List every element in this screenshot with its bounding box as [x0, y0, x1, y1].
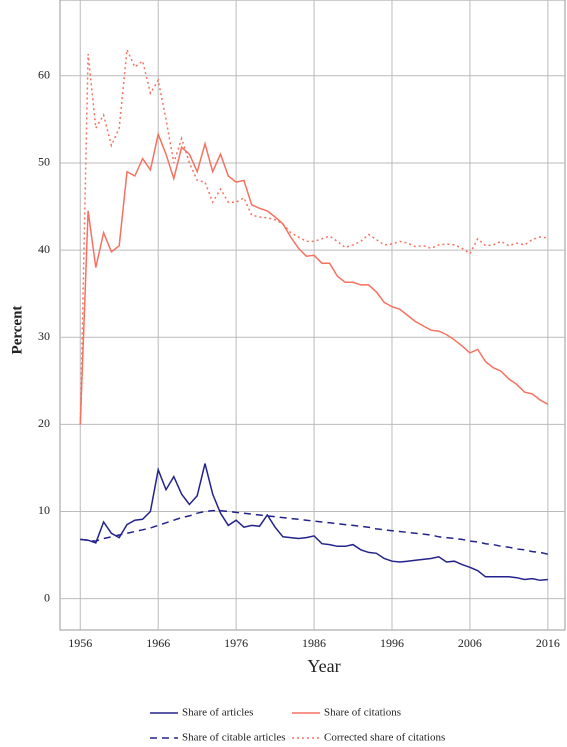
x-tick-label: 1966	[146, 636, 170, 650]
x-tick-label: 1986	[302, 636, 326, 650]
x-tick-label: 1996	[380, 636, 404, 650]
x-tick-label: 2016	[536, 636, 560, 650]
x-tick-label: 1976	[224, 636, 248, 650]
series-line	[80, 463, 548, 582]
y-axis-label: Percent	[9, 306, 25, 355]
y-tick-label: 40	[38, 242, 50, 256]
y-tick-label: 50	[38, 155, 50, 169]
series-line	[79, 46, 548, 425]
y-tick-label: 60	[38, 68, 50, 82]
plot-border	[59, 0, 566, 631]
series-line	[79, 131, 549, 425]
y-tick-label: 10	[38, 503, 50, 517]
y-tick-label: 20	[38, 416, 50, 430]
legend-label: Share of articles	[182, 707, 253, 719]
legend-label: Share of citable articles	[182, 732, 286, 744]
legend-label: Share of citations	[324, 707, 401, 719]
y-tick-label: 0	[44, 590, 50, 604]
x-tick-label: 2006	[458, 636, 482, 650]
x-tick-label: 1956	[68, 636, 92, 650]
y-tick-label: 30	[38, 329, 50, 343]
x-axis-label: Year	[307, 656, 340, 676]
legend-label: Corrected share of citations	[324, 732, 445, 744]
